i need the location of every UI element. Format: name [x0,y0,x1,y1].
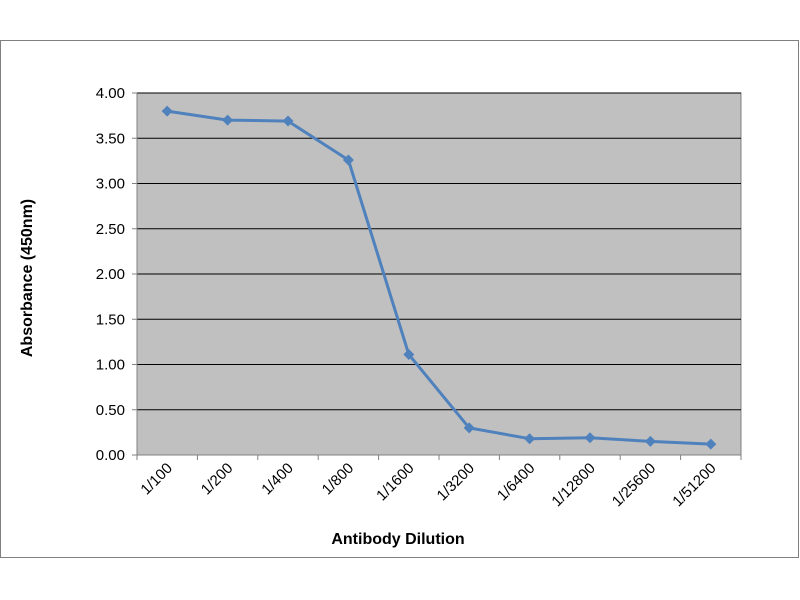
data-point-marker [644,435,656,447]
x-tick-label: 1/100 [137,460,176,499]
x-tick-labels: 1/100 1/200 1/400 1/800 1/1600 1/3200 1/6400 1/… [137,460,719,510]
x-tick-label: 1/200 [198,460,237,499]
x-tick-label: 1/800 [319,460,358,499]
y-tick-label: 1.00 [96,357,125,374]
x-tick-label: 1/1600 [373,460,417,504]
gridlines [137,92,741,411]
y-tick-label: 2.50 [96,221,125,238]
y-tick-label: 3.00 [96,176,125,193]
x-tick-label: 1/400 [258,460,297,499]
axes [132,92,742,460]
x-tick-label: 1/12800 [548,460,598,510]
data-point-marker [161,105,173,117]
y-tick-label: 0.00 [96,447,125,464]
data-point-marker [222,114,234,126]
data-point-marker [705,438,717,450]
y-tick-labels: 0.00 0.50 1.00 1.50 2.00 2.50 3.00 3.50 4.00 [96,85,125,464]
data-point-marker [403,349,415,361]
y-tick-label: 1.50 [96,311,125,328]
data-point-marker [282,115,294,127]
y-tick-label: 2.00 [96,266,125,283]
x-tick-label: 1/6400 [494,460,538,504]
y-tick-label: 3.50 [96,130,125,147]
data-point-marker [584,432,596,444]
data-point-marker [463,422,475,434]
markers [161,105,717,450]
y-tick-label: 0.50 [96,402,125,419]
x-tick-label: 1/51200 [669,460,719,510]
series-line [166,109,711,446]
x-tick-label: 1/25600 [609,460,659,510]
x-axis-title: Antibody Dilution [331,531,464,548]
y-tick-label: 4.00 [96,85,125,102]
y-axis-title: Absorbance (450nm) [19,199,36,357]
data-point-marker [342,154,354,166]
data-point-marker [524,433,536,445]
x-tick-label: 1/3200 [434,460,478,504]
